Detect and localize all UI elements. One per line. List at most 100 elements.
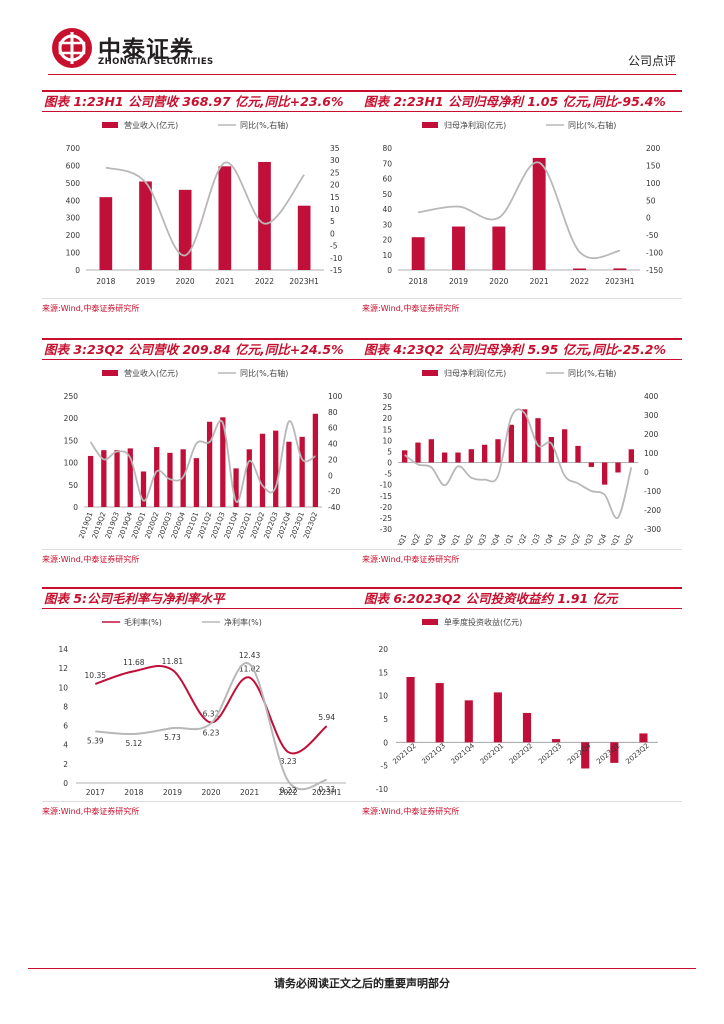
bar xyxy=(178,189,192,270)
y-tick-label: 400 xyxy=(66,196,81,205)
bar xyxy=(101,450,107,507)
bar xyxy=(575,445,581,463)
y2-tick-label: 100 xyxy=(328,392,343,401)
x-tick-label: 2019Q3 xyxy=(418,533,435,545)
y-tick-label: 15 xyxy=(378,668,388,677)
x-tick-label: 2020Q3 xyxy=(472,533,489,545)
bar xyxy=(573,268,586,270)
bar xyxy=(114,450,120,507)
logo-icon xyxy=(52,28,92,68)
bar xyxy=(435,683,444,743)
y2-tick-label: 100 xyxy=(646,179,661,188)
bar xyxy=(259,433,266,507)
chart-title: 图表 5:公司毛利率与净利率水平 xyxy=(42,587,362,609)
x-tick-label: 2022 xyxy=(279,788,298,797)
data-label: 11.68 xyxy=(123,658,145,667)
y-tick-label: 80 xyxy=(382,144,392,153)
x-tick-label: 2021Q3 xyxy=(421,742,447,766)
chart-source: 来源:Wind,中泰证券研究所 xyxy=(362,801,682,817)
y-tick-label: 0 xyxy=(383,738,388,747)
y-tick-label: -30 xyxy=(380,525,392,534)
chart-source: 来源:Wind,中泰证券研究所 xyxy=(362,549,682,565)
bar xyxy=(548,437,554,463)
bar xyxy=(581,742,590,769)
legend-label: 营业收入(亿元) xyxy=(124,120,178,130)
x-tick-label: 2020 xyxy=(201,788,220,797)
bar xyxy=(206,421,213,507)
data-label: 12.43 xyxy=(239,651,261,660)
bar xyxy=(482,444,488,463)
x-tick-label: 2021Q2 xyxy=(512,533,529,545)
y-tick-label: 250 xyxy=(64,392,79,401)
legend-swatch xyxy=(422,122,438,128)
doc-type-label: 公司点评 xyxy=(627,54,676,68)
y-tick-label: -10 xyxy=(376,785,388,794)
logo-text-cn: 中泰证券 xyxy=(98,37,194,63)
chart-source: 来源:Wind,中泰证券研究所 xyxy=(42,298,362,314)
bar xyxy=(127,448,133,507)
header-divider xyxy=(48,74,676,75)
chart-panel-2: 图表 2:23H1 公司归母净利 1.05 亿元,同比-95.4% 归母净利润(… xyxy=(362,90,682,313)
y-tick-label: 50 xyxy=(68,481,78,490)
y-tick-label: 20 xyxy=(382,414,392,423)
footer-divider xyxy=(28,968,696,969)
data-label: 5.12 xyxy=(126,739,143,748)
y-tick-label: 40 xyxy=(382,205,392,214)
y2-tick-label: 0 xyxy=(330,229,335,238)
bar xyxy=(87,455,94,507)
x-tick-label: 2021 xyxy=(240,788,259,797)
bar xyxy=(468,449,474,463)
bar xyxy=(452,226,465,270)
chart-title: 图表 6:2023Q2 公司投资收益约 1.91 亿元 xyxy=(362,587,682,609)
bar xyxy=(286,441,292,507)
legend-label: 同比(%,右轴) xyxy=(240,368,288,378)
data-label: 3.23 xyxy=(280,757,297,766)
y-tick-label: 5 xyxy=(387,447,392,456)
y-tick-label: 500 xyxy=(66,179,81,188)
y-tick-label: -5 xyxy=(381,762,389,771)
x-tick-label: 2022Q1 xyxy=(479,742,505,766)
y2-tick-label: -40 xyxy=(328,503,340,512)
x-tick-label: 2019 xyxy=(163,788,182,797)
chart-title: 图表 2:23H1 公司归母净利 1.05 亿元,同比-95.4% xyxy=(362,90,682,112)
x-tick-label: 2021 xyxy=(530,277,549,286)
legend-label: 营业收入(亿元) xyxy=(124,368,178,378)
y2-tick-label: -300 xyxy=(644,525,661,534)
series-line xyxy=(105,161,305,257)
x-tick-label: 2021Q4 xyxy=(450,741,477,765)
logo-text-en: ZHONGTAI SECURITIES xyxy=(98,57,214,67)
y2-tick-label: -15 xyxy=(330,266,342,275)
x-tick-label: 2019Q2 xyxy=(405,533,422,545)
bar xyxy=(535,418,541,463)
y2-tick-label: 20 xyxy=(330,181,340,190)
y2-tick-label: 20 xyxy=(328,455,338,464)
y-tick-label: 200 xyxy=(66,231,81,240)
legend-swatch xyxy=(422,370,438,376)
x-tick-label: 2023H1 xyxy=(312,788,342,797)
y-tick-label: 300 xyxy=(66,214,81,223)
y2-tick-label: -10 xyxy=(330,254,342,263)
x-tick-label: 2021Q1 xyxy=(498,533,515,545)
legend-label: 净利率(%) xyxy=(224,617,262,627)
x-tick-label: 2022Q2 xyxy=(565,533,582,545)
bar xyxy=(522,712,532,743)
chart-6-svg: 单季度投资收益(亿元) -10 -5 0 5 10 15 20 2021Q2 2021Q3 2021… xyxy=(376,617,658,794)
y-tick-label: 10 xyxy=(58,683,68,692)
x-tick-label: 2020 xyxy=(176,277,195,286)
chart-source: 来源:Wind,中泰证券研究所 xyxy=(42,801,362,817)
y2-tick-label: 50 xyxy=(646,196,656,205)
bar xyxy=(522,409,528,463)
data-label: 5.94 xyxy=(318,713,335,722)
x-tick-label: 2023H1 xyxy=(289,277,319,286)
data-label: 11.02 xyxy=(239,665,261,674)
y-tick-label: 14 xyxy=(58,645,68,654)
chart-4-svg: 归母净利润(亿元) 同比(%,右轴) -30 -25 -20 -15 -10 -5 0 5 10 15… xyxy=(380,368,661,545)
data-label: 0.33 xyxy=(318,785,335,794)
bar xyxy=(508,424,514,463)
footer-disclaimer: 请务必阅读正文之后的重要声明部分 xyxy=(274,977,450,990)
y-tick-label: 600 xyxy=(66,161,81,170)
y2-tick-label: 15 xyxy=(330,193,340,202)
chart-5-svg: 毛利率(%) 净利率(%) 0 2 4 6 8 10 12 14 2017 2018 2019 2020 2… xyxy=(58,617,346,797)
series-line xyxy=(404,408,633,520)
series-line xyxy=(89,419,316,503)
